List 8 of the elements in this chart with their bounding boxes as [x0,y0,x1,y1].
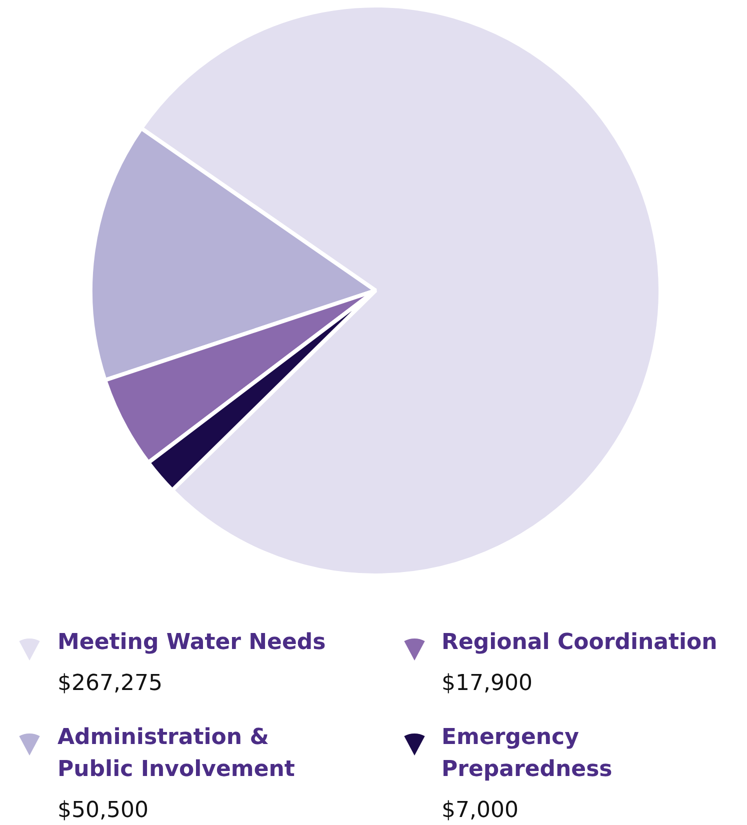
legend-label: Emergency Preparedness [442,725,612,782]
data-label: $17,900 [442,671,532,696]
data-label: $50,500 [58,798,148,823]
legend-label: Meeting Water Needs [58,630,326,655]
data-label: $267,275 [58,671,162,696]
legend-label: Regional Coordination [442,630,718,655]
data-label: $7,000 [442,798,518,823]
legend-label: Administration & Public Involvement [58,725,296,782]
